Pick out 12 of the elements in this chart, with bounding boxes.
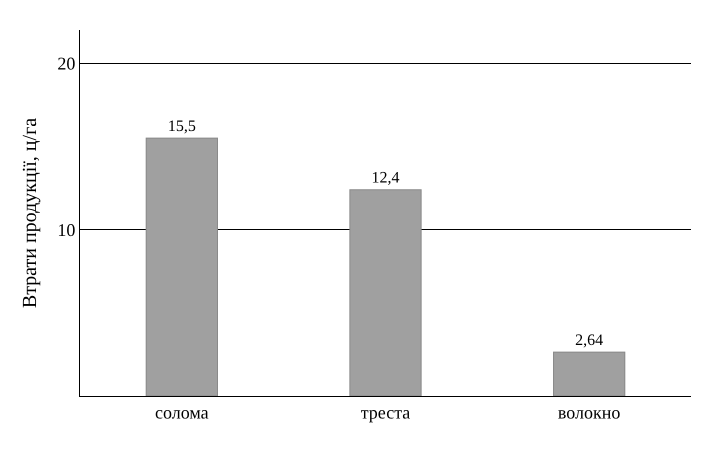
y-tick-label: 20 [57,54,76,74]
data-label: 12,4 [372,170,400,187]
data-label: 15,5 [168,118,196,136]
x-tick-label: солома [155,402,209,423]
data-label: 2,64 [575,332,604,350]
bar [349,189,422,396]
x-tick-label: треста [360,402,410,423]
bar [553,352,626,396]
x-tick-label: волокно [558,402,620,423]
bar [146,138,218,396]
y-tick-label: 10 [57,220,76,240]
y-axis-title: Втрати продукції, ц/га [18,118,41,308]
